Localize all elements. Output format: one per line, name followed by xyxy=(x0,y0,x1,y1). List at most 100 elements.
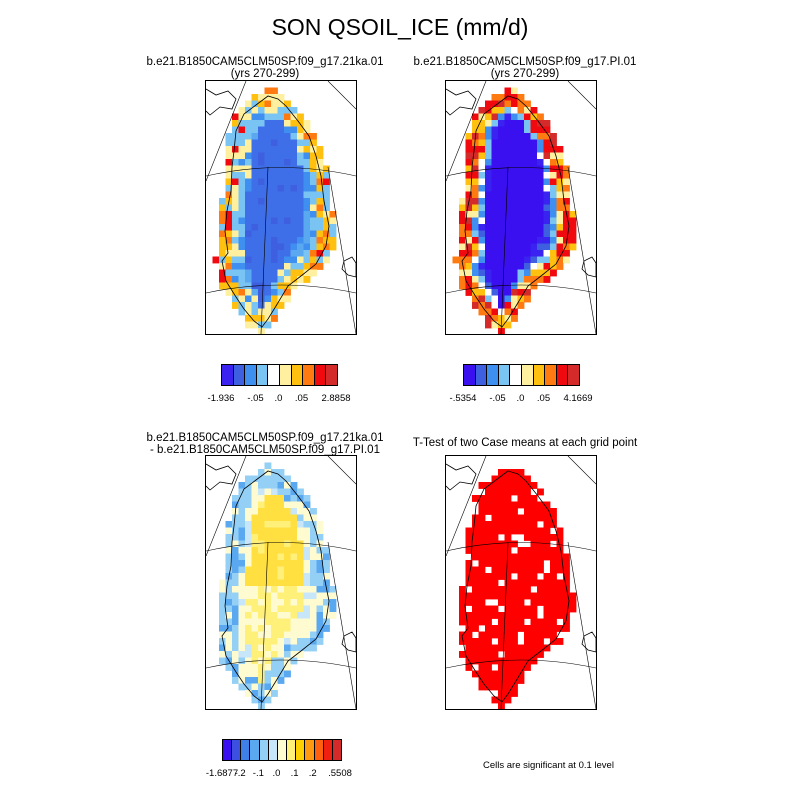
grid-cell xyxy=(271,508,278,515)
grid-cell xyxy=(219,651,226,658)
grid-cell xyxy=(478,618,486,626)
graticule-line xyxy=(206,284,356,294)
grid-cell xyxy=(258,139,265,147)
grid-cell xyxy=(485,683,492,691)
grid-cell xyxy=(472,495,479,502)
grid-cell xyxy=(238,256,246,264)
grid-cell xyxy=(543,573,551,580)
grid-cell xyxy=(511,185,518,192)
grid-cell xyxy=(297,191,304,199)
grid-cell xyxy=(258,282,265,290)
grid-cell xyxy=(517,475,525,483)
grid-cell xyxy=(498,612,505,619)
grid-cell xyxy=(498,308,505,316)
grid-cell xyxy=(537,198,544,205)
grid-cell xyxy=(271,521,278,528)
grid-cell xyxy=(245,100,252,108)
grid-cell xyxy=(232,553,239,561)
grid-cell xyxy=(258,495,265,502)
grid-cell xyxy=(232,295,239,303)
grid-cell xyxy=(485,230,492,238)
grid-cell xyxy=(491,152,499,160)
grid-cell xyxy=(238,573,246,580)
grid-cell xyxy=(232,126,239,134)
grid-cell xyxy=(251,508,259,515)
grid-cell xyxy=(232,527,239,535)
grid-cell xyxy=(225,579,233,587)
graticule-line xyxy=(567,166,596,334)
grid-cell xyxy=(310,269,317,277)
grid-cell xyxy=(277,508,285,515)
grid-cell xyxy=(498,482,505,489)
grid-cell xyxy=(563,553,570,561)
colorbar-swatch xyxy=(256,365,269,385)
grid-cell xyxy=(303,191,311,199)
grid-cell xyxy=(251,664,259,671)
grid-cell xyxy=(498,126,505,134)
grid-cell xyxy=(251,495,259,502)
grid-cell xyxy=(459,230,466,238)
grid-cell xyxy=(491,217,499,225)
grid-cell xyxy=(245,592,252,600)
grid-cell xyxy=(329,217,337,225)
graticule-line xyxy=(567,81,596,110)
grid-cell xyxy=(232,302,239,309)
grid-cell xyxy=(258,237,265,244)
grid-cell xyxy=(277,146,285,153)
grid-cell xyxy=(271,540,278,548)
grid-cell xyxy=(530,631,538,639)
grid-cell xyxy=(517,100,525,108)
grid-cell xyxy=(530,165,538,173)
grid-cell xyxy=(472,599,479,606)
grid-cell xyxy=(264,651,272,658)
grid-cell xyxy=(537,217,544,225)
grid-cell xyxy=(245,224,252,231)
grid-cell xyxy=(537,625,544,632)
grid-cell xyxy=(459,592,466,600)
grid-cell xyxy=(258,514,265,522)
panel-1-title: b.e21.B1850CAM5CLM50SP.f09_g17.21ka.01 (… xyxy=(130,56,400,80)
grid-cell xyxy=(264,514,272,522)
grid-cell xyxy=(284,139,291,147)
grid-cell xyxy=(537,224,544,231)
grid-cell xyxy=(297,237,304,244)
grid-cell xyxy=(530,618,538,626)
grid-cell xyxy=(517,579,525,587)
grid-cell xyxy=(478,514,486,522)
grid-cell xyxy=(225,289,233,296)
grid-cell xyxy=(245,269,252,277)
grid-cell xyxy=(238,521,246,528)
grid-cell xyxy=(264,612,272,619)
grid-cell xyxy=(219,605,226,613)
grid-cell xyxy=(258,469,265,476)
grid-cell xyxy=(258,224,265,231)
grid-cell xyxy=(245,612,252,619)
grid-cell xyxy=(485,302,492,309)
grid-cell xyxy=(238,224,246,231)
grid-cell xyxy=(251,217,259,225)
grid-cell xyxy=(478,263,486,270)
grid-cell xyxy=(316,638,324,645)
grid-cell xyxy=(232,224,239,231)
grid-cell xyxy=(310,631,317,639)
grid-cell xyxy=(511,289,518,296)
grid-cell xyxy=(472,230,479,238)
colorbar-swatch xyxy=(326,365,337,385)
grid-cell xyxy=(459,638,466,645)
grid-cell xyxy=(491,256,499,264)
grid-cell xyxy=(238,540,246,548)
grid-cell xyxy=(485,644,492,652)
grid-cell xyxy=(478,217,486,225)
grid-cell xyxy=(498,625,505,632)
panel-1-colorbar-ticks: -1.936 -.05.0.05 2.8858 xyxy=(208,393,351,405)
grid-cell xyxy=(297,165,304,173)
grid-cell xyxy=(251,475,259,483)
grid-cell xyxy=(491,126,499,134)
significance-footnote: Cells are significant at 0.1 level xyxy=(483,760,614,771)
grid-cell xyxy=(238,534,246,541)
grid-cell xyxy=(550,534,557,541)
grid-cell xyxy=(556,560,564,567)
grid-cell xyxy=(258,501,265,509)
grid-cell xyxy=(491,553,499,561)
grid-cell xyxy=(258,152,265,160)
